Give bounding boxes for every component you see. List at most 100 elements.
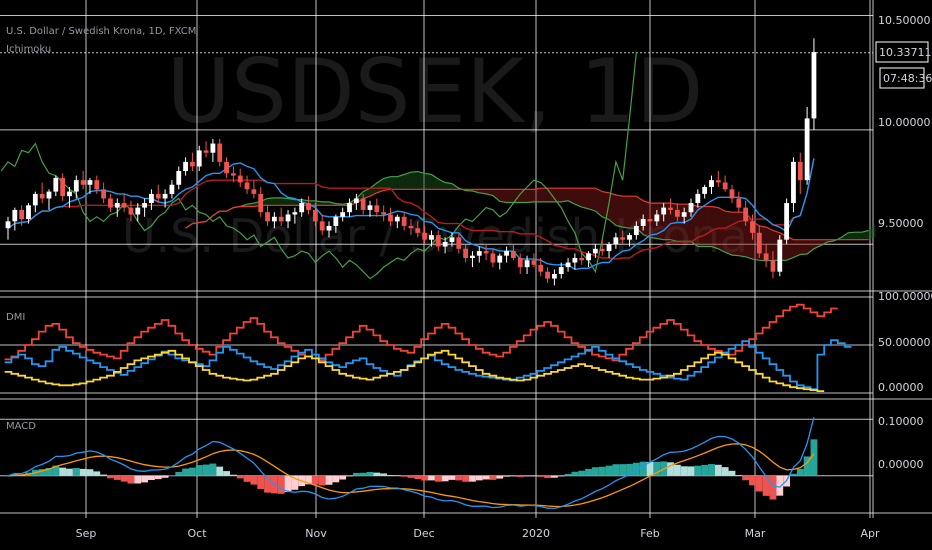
cloud-segment [622, 196, 630, 229]
cloud-segment [561, 188, 569, 202]
macd-histogram-bar [393, 475, 401, 476]
macd-tick: 0.00000 [878, 458, 924, 471]
candle [586, 251, 591, 268]
candle [497, 253, 503, 270]
candle-body [709, 180, 714, 188]
candle [183, 157, 188, 176]
macd-histogram-bar [93, 471, 101, 476]
candle-body [162, 193, 168, 199]
candle [592, 244, 598, 258]
candle-body [647, 219, 653, 222]
candle [511, 244, 516, 261]
candle-body [702, 187, 708, 194]
candle [326, 221, 332, 238]
candle [149, 189, 154, 210]
cloud-segment [533, 188, 541, 202]
dmi-axis[interactable]: 100.00000 50.00000 0.00000 [878, 290, 932, 394]
candle [121, 193, 127, 213]
macd-histogram-bar [810, 439, 818, 476]
candle-body [415, 228, 421, 233]
macd-histogram-bar [475, 475, 483, 481]
candle [278, 207, 284, 226]
candle-body [128, 207, 134, 215]
macd-label[interactable]: MACD [6, 421, 36, 432]
candle-body [524, 260, 530, 268]
macd-histogram-bar [59, 467, 67, 476]
macd-histogram-bar [86, 469, 94, 476]
cloud-segment [281, 197, 289, 206]
candle [606, 241, 612, 258]
cloud-segment [725, 211, 732, 256]
candle-body [278, 216, 284, 222]
macd-histogram-bar [701, 464, 709, 476]
candle [531, 253, 537, 268]
cloud-segment [492, 189, 500, 202]
cloud-segment [499, 189, 507, 203]
candle [811, 38, 817, 130]
macd-histogram-bar [72, 468, 80, 476]
candle-body [60, 177, 66, 197]
price-axis[interactable]: 10.50000 10.00000 9.50000 10.33711 07:48… [875, 14, 932, 230]
time-tick-mar: Mar [745, 527, 766, 540]
cloud-segment [861, 230, 869, 240]
price-tick: 10.00000 [878, 116, 931, 129]
time-tick-2020: 2020 [522, 527, 550, 540]
symbol-title[interactable]: U.S. Dollar / Swedish Krona, 1D, FXCM [6, 26, 196, 37]
candle [53, 175, 59, 197]
macd-histogram-bar [141, 475, 149, 483]
candle-body [640, 219, 646, 226]
macd-histogram-bar [257, 475, 265, 489]
candle [319, 214, 325, 236]
candle-body [770, 260, 776, 272]
candle [32, 191, 38, 213]
candle-body [306, 203, 311, 210]
macd-histogram-bar [209, 463, 217, 476]
macd-pane [4, 417, 818, 510]
candle-body [538, 264, 544, 272]
ichimoku-label[interactable]: Ichimoku [6, 44, 51, 55]
macd-signal-line [7, 443, 815, 508]
candle [640, 214, 646, 231]
time-tick-sep: Sep [76, 527, 97, 540]
time-axis[interactable]: Sep Oct Nov Dec 2020 Feb Mar Apr [76, 527, 880, 540]
macd-histogram-bar [188, 467, 196, 476]
candle [722, 175, 728, 192]
candle [804, 106, 810, 185]
cloud-segment [417, 171, 425, 190]
cloud-segment [397, 174, 405, 190]
candle-body [108, 198, 113, 208]
candle-body [265, 212, 270, 222]
macd-histogram-bar [182, 468, 189, 476]
candle-body [251, 189, 257, 194]
candle [777, 235, 783, 277]
candle-body [545, 271, 550, 279]
candle [613, 232, 619, 249]
candle [791, 157, 796, 213]
candle [388, 207, 393, 226]
countdown-label: 07:48:36 [883, 72, 932, 85]
dmi-label[interactable]: DMI [6, 312, 25, 323]
macd-histogram-bar [325, 475, 333, 485]
candle-body [490, 253, 496, 263]
macd-histogram-bar [441, 475, 449, 482]
macd-histogram-bar [694, 465, 702, 476]
cloud-segment [704, 206, 712, 247]
candle [306, 196, 311, 215]
candle-body [442, 241, 448, 247]
candle-body [613, 237, 619, 245]
candle-body [203, 150, 209, 153]
candle [661, 203, 667, 222]
candle [210, 138, 216, 162]
candle [381, 205, 387, 222]
candle-body [53, 177, 59, 192]
macd-histogram-bar [346, 475, 353, 477]
macd-histogram-bar [462, 475, 470, 482]
candle-body [463, 248, 469, 258]
macd-histogram-bar [195, 465, 203, 476]
macd-histogram-bar [318, 475, 326, 486]
macd-histogram-bar [38, 469, 46, 476]
candle [504, 246, 509, 263]
candle [572, 253, 578, 270]
cloud-segment [322, 201, 330, 206]
macd-axis[interactable]: 0.10000 0.00000 [878, 415, 924, 471]
